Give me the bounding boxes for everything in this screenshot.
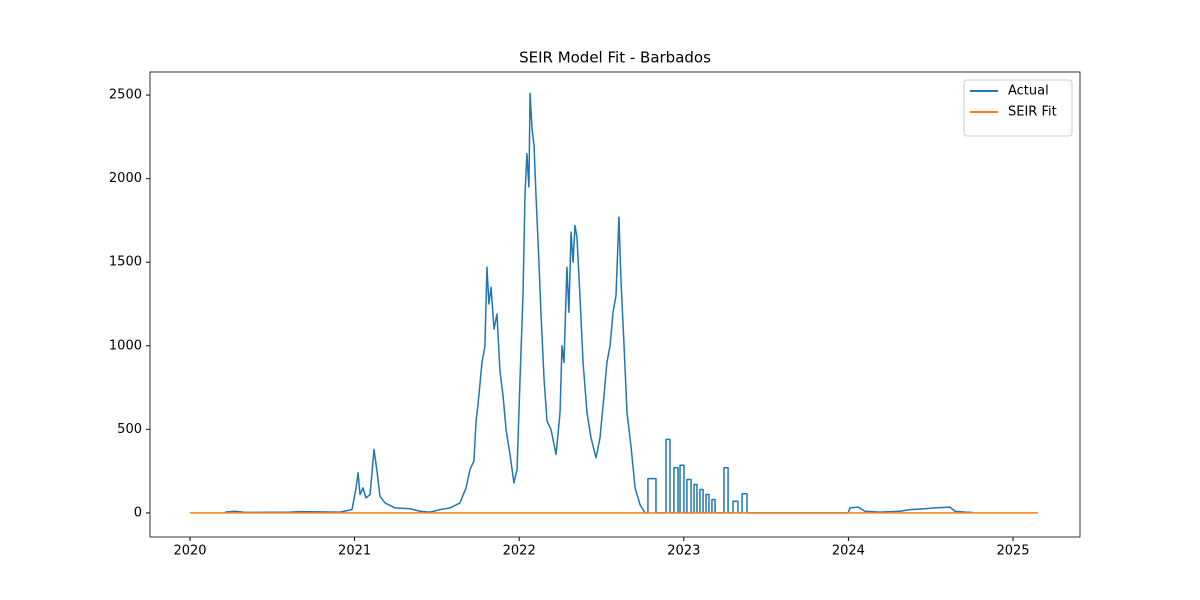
x-tick-label: 2021 — [338, 544, 371, 559]
x-tick-label: 2024 — [832, 544, 865, 559]
x-tick-label: 2022 — [503, 544, 536, 559]
legend-label: SEIR Fit — [1008, 105, 1057, 120]
y-tick-label: 0 — [134, 505, 142, 520]
x-tick-label: 2025 — [996, 544, 1029, 559]
legend: Actual SEIR Fit — [963, 79, 1073, 137]
y-tick-label: 500 — [117, 422, 142, 437]
legend-label: Actual — [1008, 84, 1049, 99]
y-tick-label: 1500 — [109, 255, 142, 270]
y-tick-label: 2000 — [109, 171, 142, 186]
chart-title: SEIR Model Fit - Barbados — [519, 49, 711, 67]
plot-frame — [149, 71, 1081, 538]
x-tick-label: 2023 — [667, 544, 700, 559]
y-tick-label: 2500 — [109, 88, 142, 103]
legend-box — [963, 79, 1073, 137]
series-line — [224, 92, 973, 514]
x-tick-label: 2020 — [173, 544, 206, 559]
y-tick-label: 1000 — [109, 338, 142, 353]
